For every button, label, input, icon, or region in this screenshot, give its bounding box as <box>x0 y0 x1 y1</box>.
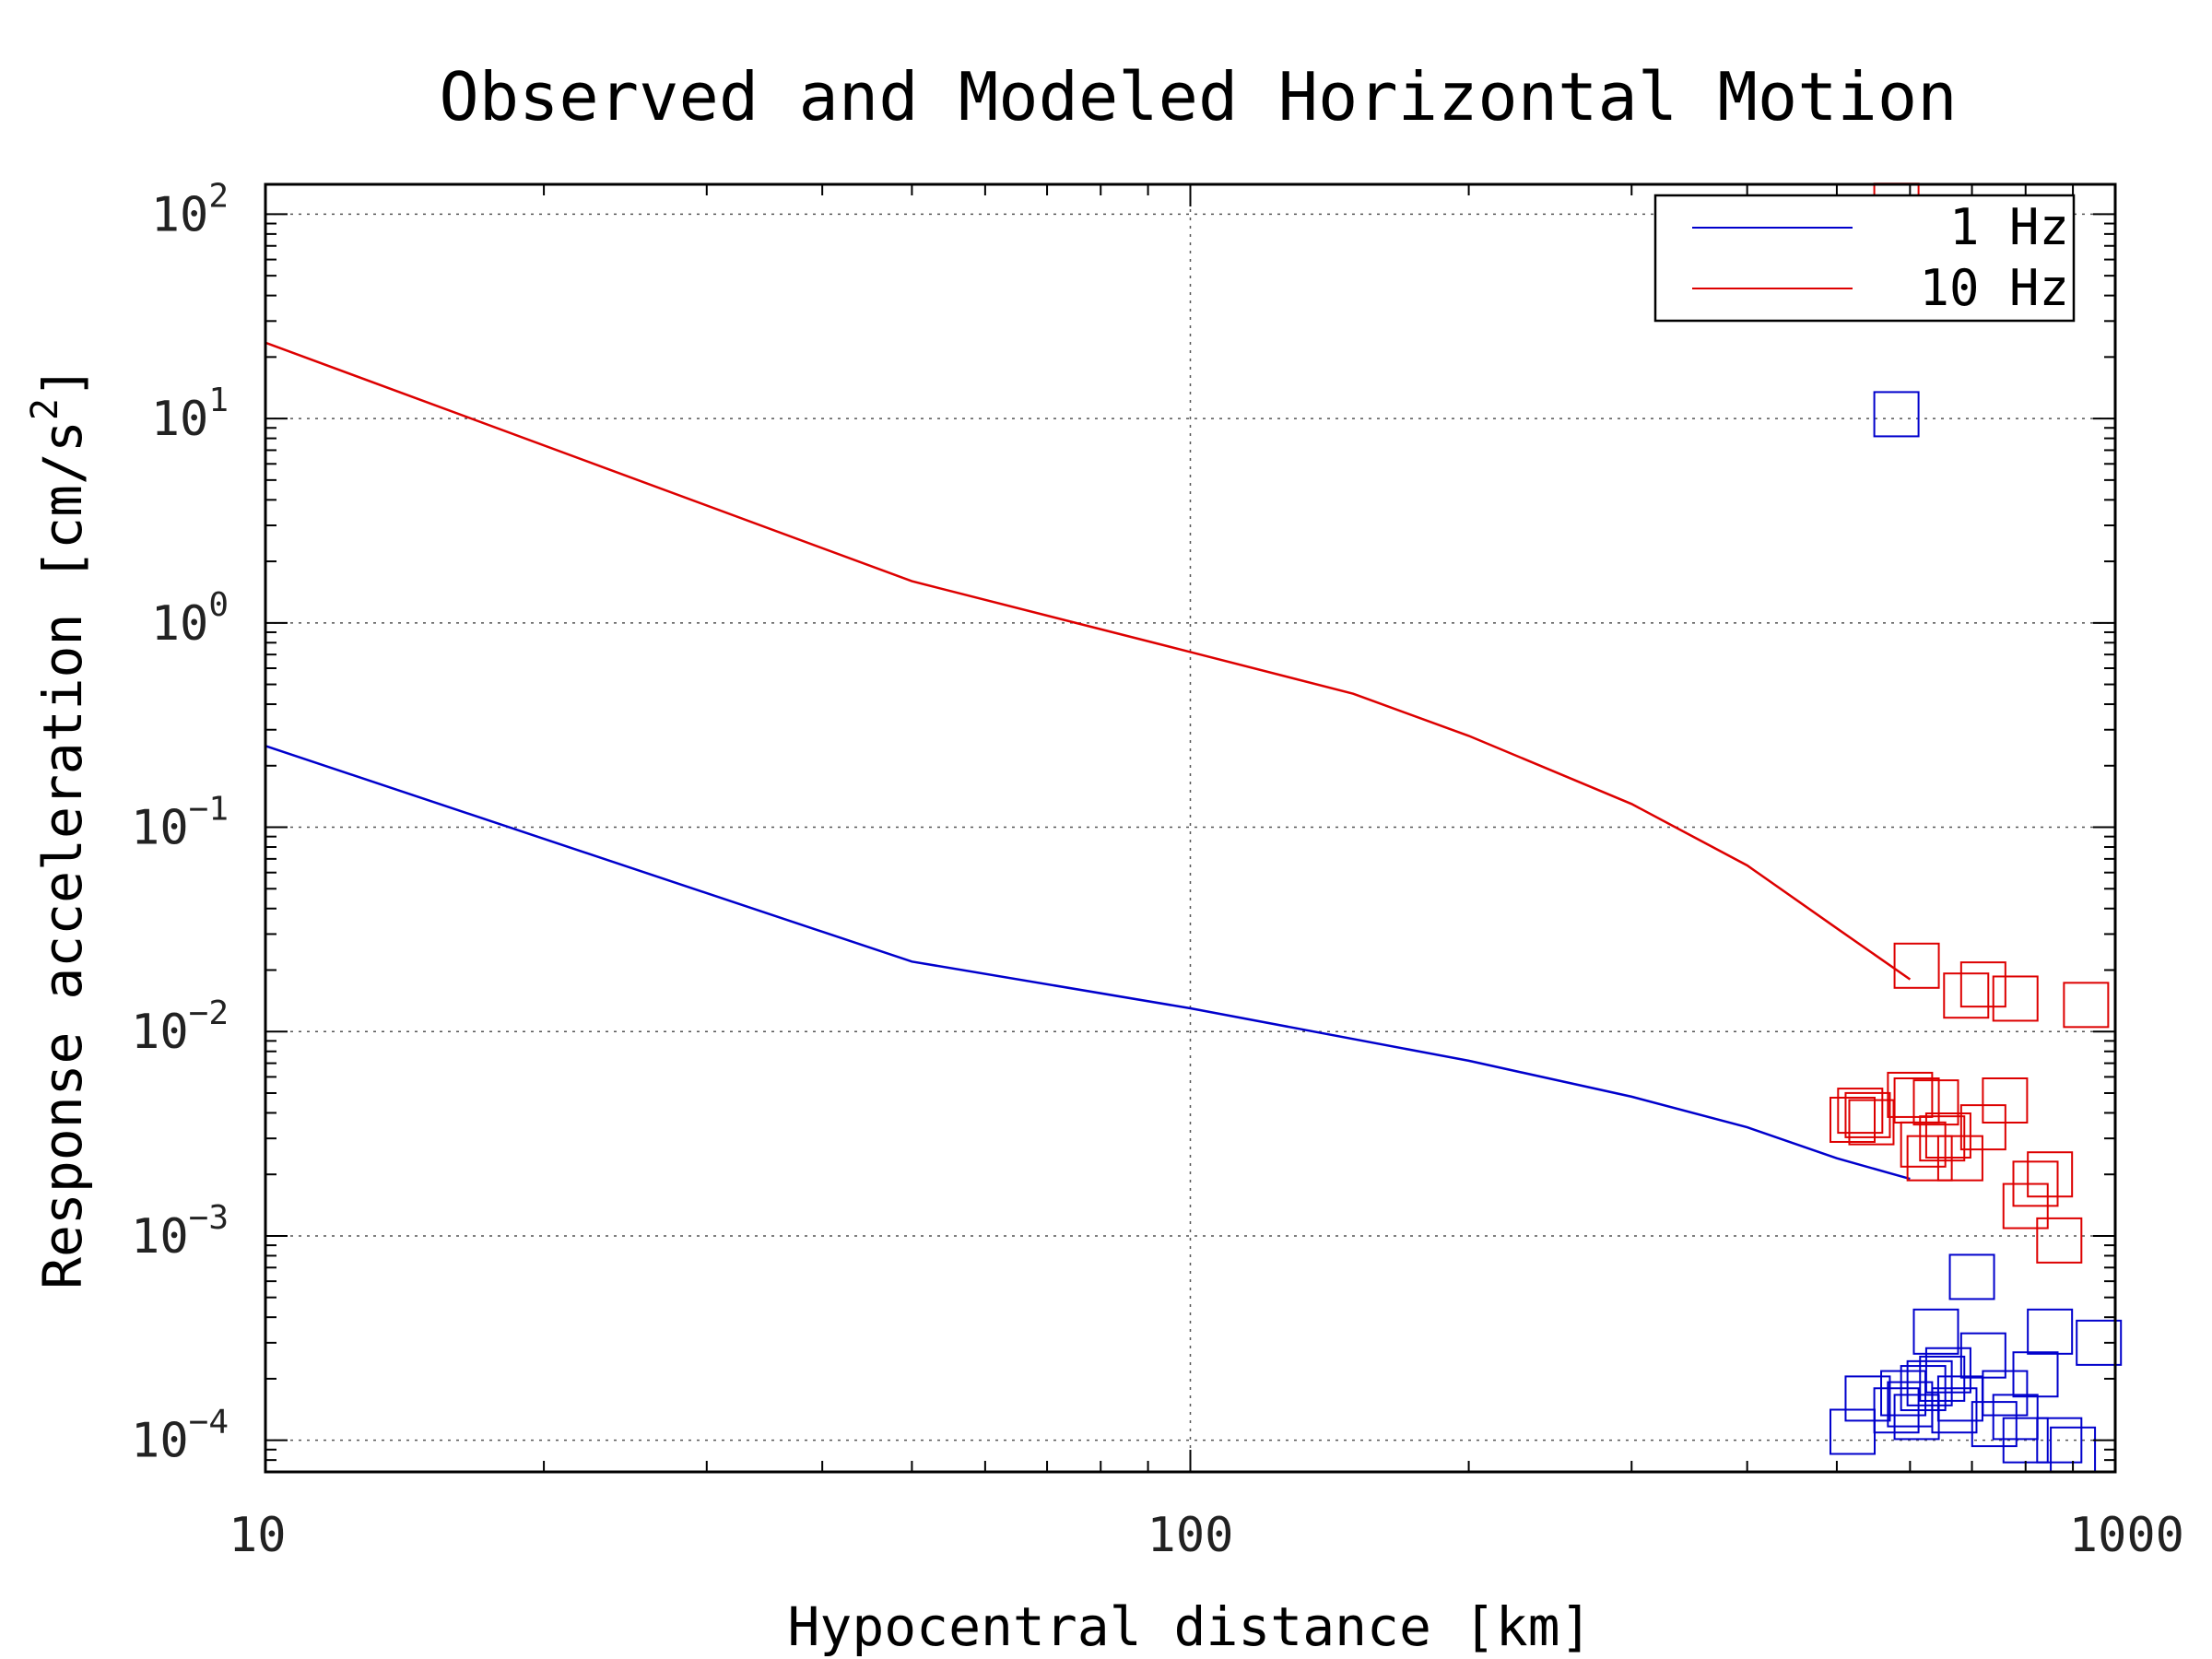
point-1-hz-observed-1 <box>1830 1408 1877 1455</box>
y-tick-label-3: 10−1 <box>131 791 229 856</box>
point-10-hz-observed-8 <box>1844 1091 1891 1138</box>
point-10-hz-observed-4 <box>1992 975 2039 1022</box>
y-axis-label-end: ] <box>31 366 94 398</box>
point-10-hz-observed-5 <box>2063 982 2110 1029</box>
point-1-hz-observed-18 <box>2012 1351 2059 1398</box>
point-1-hz-observed-7 <box>1912 1308 1959 1355</box>
point-1-hz-observed-8 <box>1919 1355 1966 1402</box>
point-10-hz-observed-21 <box>2012 1160 2059 1207</box>
point-10-hz-observed-6 <box>1830 1096 1877 1143</box>
y-tick-label-0: 102 <box>151 177 229 242</box>
point-10-hz-observed-3 <box>1959 961 2006 1008</box>
point-1-hz-observed-0 <box>1873 391 1920 438</box>
y-axis-label: Response acceleration [cm/s2] <box>24 366 94 1289</box>
point-1-hz-observed-10 <box>1931 1387 1978 1434</box>
legend: 1 Hz 10 Hz <box>1653 194 2076 323</box>
x-tick-labels: 10 100 1000 <box>229 1508 2184 1563</box>
series-line-10-hz <box>265 341 1912 981</box>
point-1-hz-observed-2 <box>1844 1375 1891 1422</box>
y-axis-label-superscript: 2 <box>24 398 66 420</box>
point-10-hz-observed-9 <box>1848 1099 1895 1146</box>
series-line-1-hz <box>265 745 1911 1181</box>
point-10-hz-observed-22 <box>2027 1151 2074 1198</box>
point-1-hz-observed-20 <box>2036 1417 2083 1464</box>
x-tick-label-0: 10 <box>229 1508 287 1563</box>
y-axis-label-main: Response acceleration [cm/s <box>31 420 94 1289</box>
x-axis-label: Hypocentral distance [km] <box>788 1595 1593 1658</box>
point-1-hz-observed-12 <box>1948 1253 1995 1300</box>
legend-label-1hz: 1 Hz <box>1949 198 2069 256</box>
y-tick-labels: 102 101 100 10−1 10−2 10−3 10−4 <box>131 177 229 1468</box>
point-10-hz-observed-10 <box>1887 1071 1934 1118</box>
point-1-hz-observed-19 <box>2027 1308 2074 1355</box>
y-tick-label-4: 10−2 <box>131 994 229 1060</box>
point-10-hz-observed-23 <box>2036 1217 2083 1264</box>
legend-box <box>1653 194 2076 323</box>
point-1-hz-observed-23 <box>2076 1319 2123 1366</box>
point-1-hz-observed-15 <box>1982 1370 2029 1417</box>
point-10-hz-observed-7 <box>1837 1088 1884 1135</box>
y-tick-label-2: 100 <box>151 586 229 652</box>
point-10-hz-observed-12 <box>1900 1121 1947 1168</box>
chart-title: Observed and Modeled Horizontal Motion <box>439 58 1957 135</box>
gridlines <box>265 184 2116 1472</box>
x-tick-label-1: 100 <box>1147 1508 1234 1563</box>
y-tick-label-6: 10−4 <box>131 1404 229 1469</box>
point-1-hz-observed-9 <box>1924 1347 1971 1394</box>
point-1-hz-observed-24 <box>1906 1359 1953 1406</box>
point-10-hz-observed-19 <box>1982 1077 2029 1124</box>
point-10-hz-observed-1 <box>1893 942 1940 989</box>
point-10-hz-observed-15 <box>1919 1115 1966 1162</box>
point-1-hz-observed-22 <box>1873 1387 1920 1434</box>
point-1-hz-observed-14 <box>1971 1401 2018 1448</box>
point-10-hz-observed-14 <box>1912 1079 1959 1126</box>
point-1-hz-observed-16 <box>1992 1394 2039 1441</box>
y-tick-label-1: 101 <box>151 382 229 447</box>
legend-label-10hz: 10 Hz <box>1919 259 2069 317</box>
ticks <box>265 184 2116 1473</box>
y-tick-label-5: 10−3 <box>131 1199 229 1265</box>
x-tick-label-2: 1000 <box>2069 1508 2184 1563</box>
point-10-hz-observed-2 <box>1943 972 1990 1019</box>
